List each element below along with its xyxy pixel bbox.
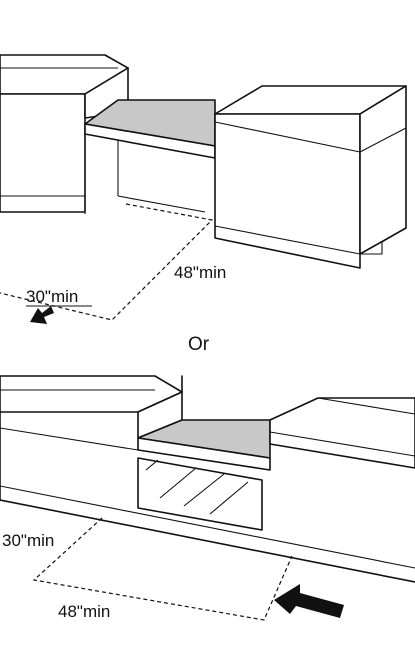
right-counter (269, 397, 415, 469)
approach-arrow-icon (30, 306, 54, 324)
or-separator: Or (188, 334, 210, 355)
bottom-diagram: 30"min 48"min (0, 375, 415, 621)
approach-arrow-icon (274, 584, 344, 618)
bottom-width-label: 48"min (58, 602, 110, 621)
top-clear-floor-space (0, 203, 214, 321)
knee-clearance-panel (137, 457, 263, 531)
right-cabinet (214, 85, 407, 269)
left-cabinet (0, 54, 129, 213)
left-counter (0, 375, 183, 439)
knee-space-bench (84, 99, 216, 214)
bottom-clear-floor-space (32, 517, 293, 621)
counter-body (0, 411, 415, 583)
top-width-label: 48"min (174, 263, 226, 282)
bottom-depth-label: 30"min (2, 531, 54, 550)
top-depth-label: 30"min (26, 287, 78, 306)
top-diagram: 30"min 48"min (0, 54, 407, 324)
